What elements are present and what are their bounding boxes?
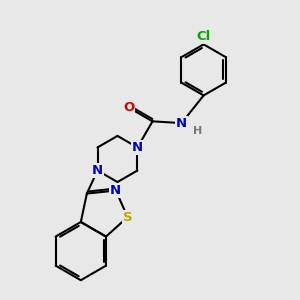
Text: H: H	[193, 126, 202, 136]
Text: Cl: Cl	[196, 30, 211, 43]
Text: O: O	[123, 101, 134, 114]
Text: N: N	[92, 164, 103, 177]
Text: S: S	[123, 211, 132, 224]
Text: N: N	[110, 184, 122, 197]
Text: N: N	[176, 117, 187, 130]
Text: N: N	[132, 141, 143, 154]
